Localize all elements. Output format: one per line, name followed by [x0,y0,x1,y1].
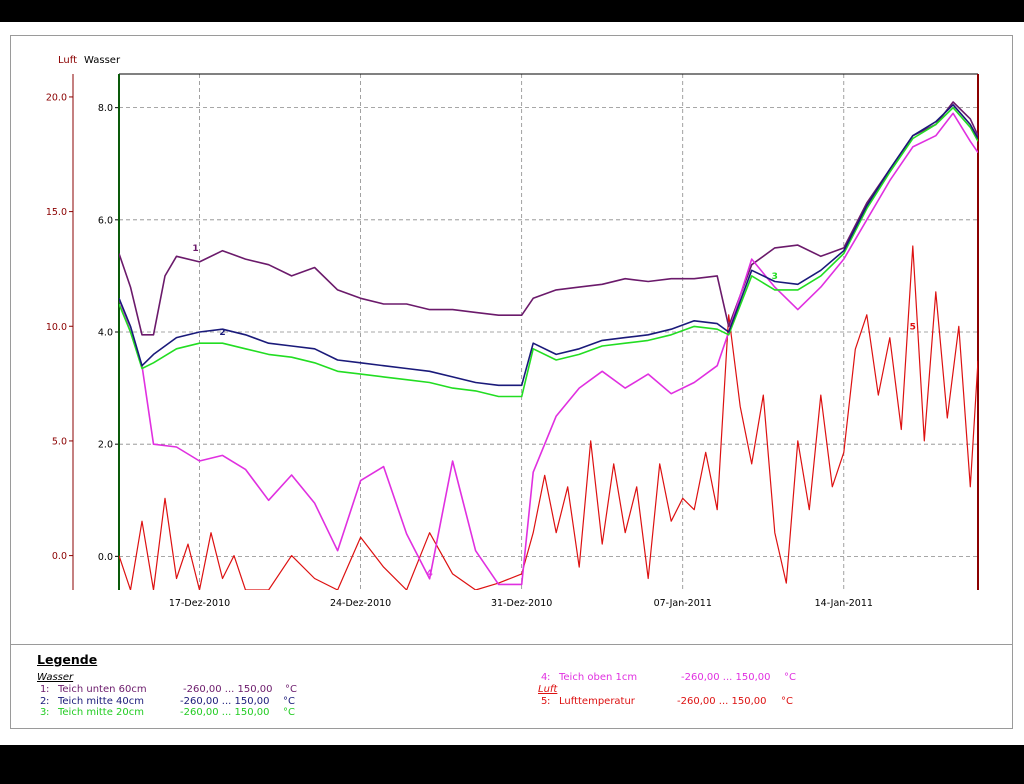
water-tick-label: 6.0 [98,215,113,226]
series-marker-5: 5 [910,322,916,332]
x-tick-label: 24-Dez-2010 [330,598,391,609]
water-tick-label: 2.0 [98,440,113,451]
series-marker-1: 1 [192,244,198,254]
x-tick-label: 31-Dez-2010 [491,598,552,609]
air-tick-label: 5.0 [52,436,67,447]
series-marker-3: 3 [772,272,778,282]
air-tick-label: 15.0 [46,207,67,218]
air-tick-label: 20.0 [46,92,67,103]
water-axis-title: Wasser [84,55,121,66]
water-tick-label: 4.0 [98,328,113,339]
series-line-5 [119,245,978,590]
series-marker-4: 4 [426,569,432,579]
series-layer: 1 2 3 4 5 [119,101,978,590]
x-tick-label: 17-Dez-2010 [169,598,230,609]
x-tick-label: 07-Jan-2011 [654,598,712,609]
axes: 0.0 2.0 4.0 6.0 8.0 17-Dez-2010 24-Dez-2010 31-… [46,73,979,609]
chart-panel [10,35,1013,729]
series-line-4 [119,112,978,586]
legend-divider [10,644,1013,645]
series-line-2 [119,104,978,387]
chart-window: Luft Wasser 0.0 2.0 4.0 6.0 8.0 17-Dez-2010 24… [0,22,1024,745]
series-line-3 [119,106,978,398]
water-tick-label: 0.0 [98,552,113,563]
grid [119,74,978,590]
air-axis-title: Luft [58,55,77,66]
air-tick-label: 0.0 [52,551,67,562]
chart-canvas: Luft Wasser 0.02.04.06.08.017-Dez-2010 24… [46,55,979,609]
air-tick-label: 10.0 [46,322,67,333]
series-line-1 [119,101,978,336]
x-tick-label: 14-Jan-2011 [815,598,873,609]
water-tick-label: 8.0 [98,103,113,114]
series-marker-2: 2 [219,328,225,338]
